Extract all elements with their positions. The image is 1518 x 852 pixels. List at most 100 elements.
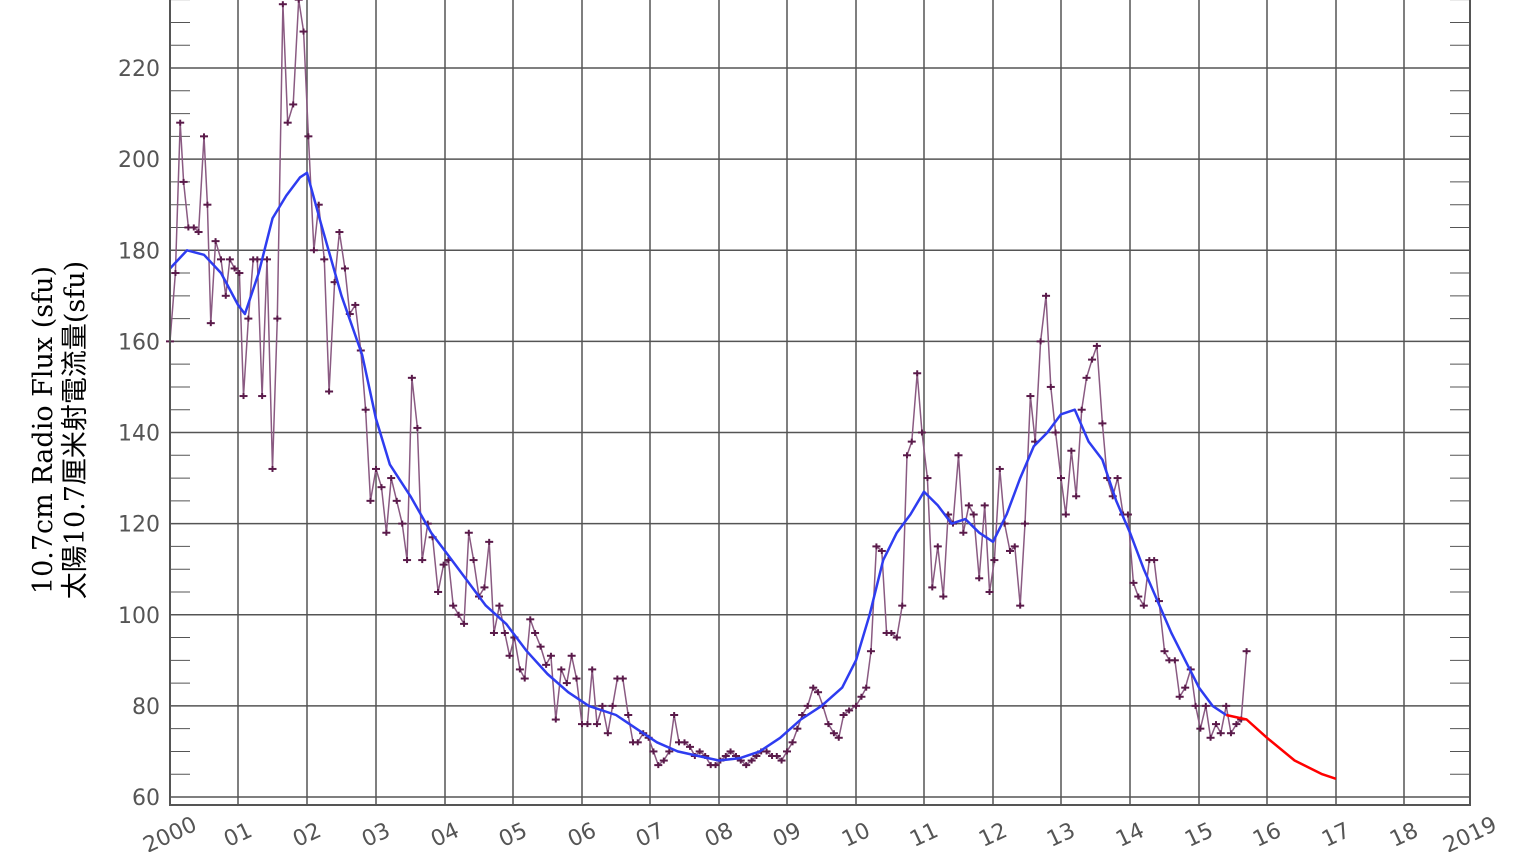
data-point: [907, 438, 916, 445]
x-tick-label: 15: [1181, 818, 1217, 852]
data-point: [200, 133, 208, 140]
series-smoothed-line: [169, 171, 1227, 762]
y-tick-label: 140: [118, 422, 160, 447]
data-point: [1051, 429, 1060, 436]
data-point: [230, 265, 239, 272]
data-point: [1072, 493, 1081, 500]
data-point: [171, 270, 180, 277]
data-point: [1026, 393, 1035, 400]
x-tick-label: 01: [220, 818, 256, 852]
data-point: [747, 757, 756, 764]
x-tick-label: 02: [289, 818, 325, 852]
data-point: [278, 1, 287, 8]
data-point: [1092, 342, 1101, 349]
data-point: [866, 648, 875, 655]
series-forecast-line: [1225, 713, 1337, 780]
data-point: [372, 465, 380, 472]
x-tick-label: 11: [906, 818, 942, 852]
data-point: [1196, 725, 1205, 732]
x-tick-label: 2000: [140, 812, 201, 852]
data-point: [1212, 721, 1220, 728]
data-point: [1191, 702, 1200, 709]
data-point: [1226, 730, 1235, 737]
data-point: [783, 748, 791, 755]
data-point: [608, 702, 617, 709]
data-point: [495, 602, 504, 609]
data-point: [1113, 475, 1122, 482]
data-point: [824, 721, 833, 728]
data-point: [772, 752, 781, 759]
data-point: [454, 611, 463, 618]
x-tick-label: 03: [358, 818, 394, 852]
data-point: [413, 424, 422, 431]
data-point: [903, 452, 911, 459]
data-point: [917, 429, 926, 436]
data-point: [258, 393, 267, 400]
data-point: [398, 520, 407, 527]
data-point: [283, 119, 292, 126]
x-tick-label: 04: [427, 818, 463, 852]
x-tick-label: 06: [564, 818, 600, 852]
x-tick-label: 13: [1043, 818, 1079, 852]
data-point: [990, 557, 999, 564]
data-point: [567, 652, 576, 659]
x-tick-label: 16: [1249, 818, 1285, 852]
data-point: [500, 629, 509, 636]
data-point: [268, 465, 277, 472]
data-point: [377, 484, 386, 491]
data-point: [1046, 383, 1055, 390]
data-point: [194, 229, 203, 236]
data-point: [480, 584, 489, 591]
data-point: [598, 702, 607, 709]
x-tick-label: 05: [495, 818, 531, 852]
y-tick-label: 180: [118, 239, 160, 264]
data-point: [572, 675, 581, 682]
x-tick-label: 17: [1318, 818, 1354, 852]
data-point: [788, 739, 797, 746]
y-tick-label: 80: [132, 695, 160, 720]
data-point: [1170, 657, 1179, 664]
data-point: [845, 707, 854, 714]
data-point: [1139, 602, 1148, 609]
data-point: [392, 497, 401, 504]
data-point: [1216, 730, 1225, 737]
data-point: [206, 320, 215, 327]
data-point: [969, 511, 978, 518]
data-point: [980, 502, 989, 509]
data-point: [179, 178, 188, 185]
data-point: [434, 588, 443, 595]
data-point: [211, 238, 220, 245]
data-point: [460, 620, 469, 627]
data-point: [1042, 292, 1051, 299]
y-tick-label: 200: [118, 148, 160, 173]
data-point: [1181, 684, 1190, 691]
data-point: [542, 661, 551, 668]
data-point: [793, 725, 802, 732]
data-point: [289, 101, 298, 108]
data-point: [913, 370, 922, 377]
data-point: [1006, 547, 1014, 554]
data-point: [649, 748, 658, 755]
x-tick-label: 07: [632, 818, 668, 852]
y-tick-label: 100: [118, 604, 160, 629]
data-point: [798, 711, 807, 718]
data-point: [654, 762, 663, 769]
data-point: [203, 201, 212, 208]
data-point: [939, 593, 948, 600]
data-point: [624, 711, 633, 718]
data-point: [711, 762, 720, 769]
data-point: [361, 406, 370, 413]
data-point: [340, 265, 349, 272]
data-point: [536, 643, 545, 650]
data-point: [803, 702, 812, 709]
data-point: [1098, 420, 1107, 427]
data-point: [892, 634, 901, 641]
data-point: [1129, 579, 1138, 586]
data-point: [1201, 702, 1210, 709]
data-point: [304, 133, 313, 140]
data-point: [469, 557, 478, 564]
data-point: [1123, 511, 1132, 518]
data-point: [726, 748, 735, 755]
data-point: [531, 629, 540, 636]
